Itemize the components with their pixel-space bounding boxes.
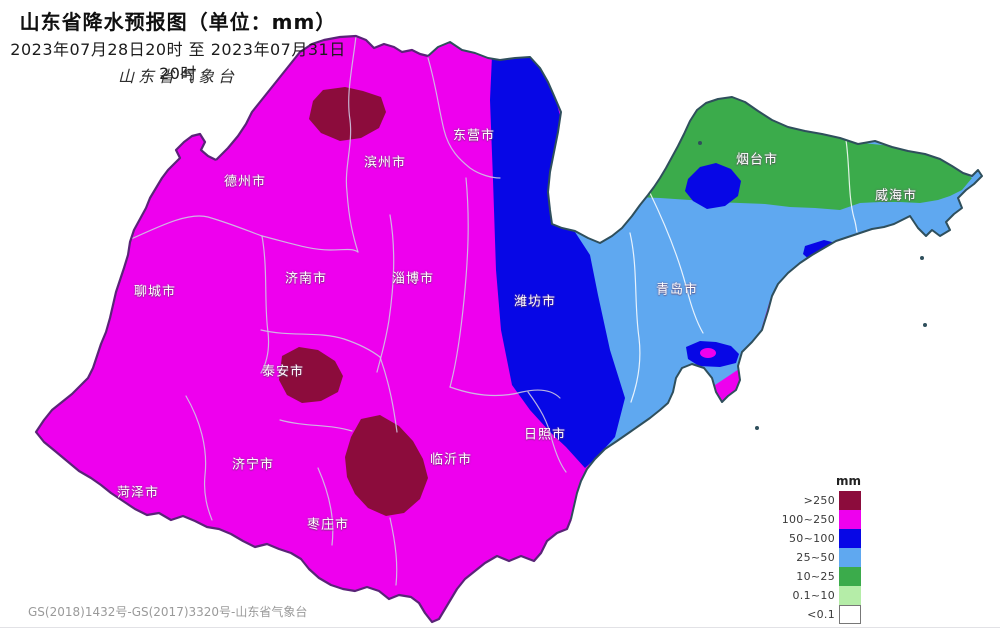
internal-boundaries	[128, 36, 567, 586]
legend-row: 10~25	[771, 567, 861, 586]
city-label: 烟台市	[735, 152, 779, 168]
legend-row: 50~100	[771, 529, 861, 548]
city-label: 济宁市	[231, 457, 275, 473]
legend-swatch	[839, 529, 861, 548]
city-label: 泰安市	[261, 364, 305, 380]
page-title: 山东省降水预报图（单位：mm）	[19, 10, 337, 34]
coastline	[427, 41, 983, 520]
city-label: 威海市	[874, 188, 918, 204]
city-label: 聊城市	[133, 284, 177, 300]
legend-label: 0.1~10	[792, 589, 835, 602]
internal-boundaries-east	[629, 139, 858, 403]
city-label: 青岛市	[655, 282, 699, 298]
legend-swatch	[839, 548, 861, 567]
legend-swatch	[839, 567, 861, 586]
forecast-period: 2023年07月28日20时 至 2023年07月31日20时	[10, 40, 346, 83]
legend-label: <0.1	[807, 608, 835, 621]
blob-100-250-qingdao-spot	[700, 348, 716, 358]
legend: mm >250 100~250 50~100 25~50 10~25 0.1~10 <0.1	[771, 474, 861, 624]
city-label: 临沂市	[429, 452, 473, 468]
city-label: 东营市	[452, 128, 496, 144]
legend-row: <0.1	[771, 605, 861, 624]
province-land-border	[215, 34, 429, 161]
legend-unit-label: mm	[836, 474, 862, 488]
legend-swatch	[839, 491, 861, 510]
city-label: 济南市	[284, 271, 328, 287]
legend-row: >250	[771, 491, 861, 510]
city-label: 潍坊市	[513, 294, 557, 310]
attribution-text: GS(2018)1432号-GS(2017)3320号-山东省气象台	[28, 605, 308, 619]
legend-label: >250	[803, 494, 835, 507]
legend-label: 100~250	[781, 513, 835, 526]
agency-name: 山东省气象台	[117, 67, 238, 86]
blob-gt250-north	[309, 87, 386, 141]
legend-row: 0.1~10	[771, 586, 861, 605]
province-land-border-south	[34, 132, 573, 624]
legend-row: 100~250	[771, 510, 861, 529]
city-label: 菏泽市	[116, 485, 160, 501]
legend-label: 25~50	[796, 551, 835, 564]
city-label: 枣庄市	[306, 517, 350, 533]
city-label: 滨州市	[363, 155, 407, 171]
bottom-divider	[0, 627, 1000, 628]
legend-rows: >250 100~250 50~100 25~50 10~25 0.1~10 <0.1	[771, 491, 861, 624]
legend-swatch	[839, 510, 861, 529]
city-label: 德州市	[223, 174, 267, 190]
blob-gt250-central	[345, 415, 428, 516]
legend-swatch	[839, 605, 861, 624]
legend-swatch	[839, 586, 861, 605]
legend-label: 50~100	[788, 532, 835, 545]
city-label: 淄博市	[391, 271, 435, 287]
city-label: 日照市	[523, 427, 567, 443]
blob-gt250-taian	[279, 347, 343, 403]
blob-50-100-yantai	[685, 163, 741, 209]
region-50-100	[490, 55, 625, 468]
legend-label: 10~25	[796, 570, 835, 583]
legend-row: 25~50	[771, 548, 861, 567]
islands	[698, 141, 927, 430]
